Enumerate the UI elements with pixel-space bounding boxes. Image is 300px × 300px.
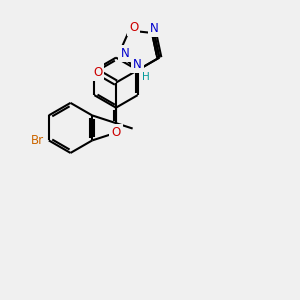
Text: N: N: [133, 58, 142, 71]
Text: O: O: [129, 21, 138, 34]
Text: Br: Br: [31, 134, 44, 147]
Text: H: H: [142, 72, 149, 82]
Text: O: O: [93, 65, 102, 79]
Text: O: O: [111, 126, 121, 139]
Text: N: N: [121, 47, 129, 60]
Text: N: N: [150, 22, 158, 35]
